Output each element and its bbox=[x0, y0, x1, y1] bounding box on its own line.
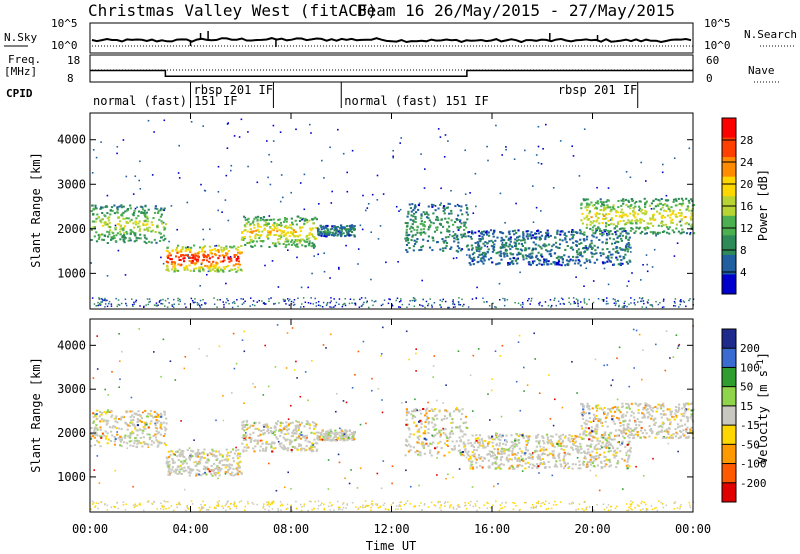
freq-trace bbox=[90, 69, 693, 78]
nsky-trace bbox=[91, 37, 692, 44]
y-tick-label: 1000 bbox=[57, 470, 86, 484]
colorbar-tick-label: 100 bbox=[740, 361, 760, 374]
nsearch-tick-bottom: 10^0 bbox=[704, 39, 731, 52]
colorbar-tick-label: 8 bbox=[740, 244, 747, 257]
y-tick-label: 2000 bbox=[57, 426, 86, 440]
figure-subtitle: Beam 16 26/May/2015 - 27/May/2015 bbox=[357, 1, 675, 20]
colorbar-segment bbox=[722, 444, 736, 465]
y-tick-label: 4000 bbox=[57, 133, 86, 147]
colorbar-segment bbox=[722, 348, 736, 368]
nsky-spikes bbox=[189, 31, 599, 47]
x-tick-label: 16:00 bbox=[474, 522, 510, 536]
power-y-ticks: 1000 2000 3000 4000 bbox=[57, 133, 693, 280]
colorbar-segment bbox=[722, 137, 736, 158]
nsearch-tick-top: 10^5 bbox=[704, 17, 731, 30]
colorbar-segment bbox=[722, 386, 736, 407]
power-colorbar-label: Power [dB] bbox=[756, 169, 770, 241]
x-axis-label: Time UT bbox=[366, 539, 417, 553]
cpid-mode-3: normal (fast) 151 IF bbox=[344, 94, 489, 108]
nsky-frame bbox=[89, 22, 694, 54]
x-tick-label: 08:00 bbox=[273, 522, 309, 536]
velocity-colorbar: 200 100 50 15 -15 -50 -100 -200 bbox=[721, 328, 767, 503]
freq-tick-top: 18 bbox=[67, 54, 80, 67]
y-tick-label: 3000 bbox=[57, 382, 86, 396]
x-tick-label: 12:00 bbox=[373, 522, 409, 536]
colorbar-tick-label: -15 bbox=[740, 419, 760, 432]
velocity-ylabel: Slant Range [km] bbox=[29, 357, 43, 473]
cpid-label: CPID bbox=[6, 87, 33, 100]
cpid-mode-2: rbsp 201 IF bbox=[194, 83, 273, 97]
x-axis-ticks: 00:00 04:00 08:00 12:00 16:00 20:00 00:00 bbox=[72, 113, 711, 536]
colorbar-segment bbox=[722, 405, 736, 426]
y-tick-label: 3000 bbox=[57, 177, 86, 191]
cpid-mode-1: normal (fast) 151 IF bbox=[93, 94, 238, 108]
x-tick-label: 20:00 bbox=[574, 522, 610, 536]
velocity-y-ticks: 1000 2000 3000 4000 bbox=[57, 338, 693, 484]
nsky-panel: N.Sky 10^5 10^0 10^5 10^0 N.Search bbox=[4, 17, 797, 54]
colorbar-frame bbox=[721, 328, 737, 503]
colorbar-segment bbox=[722, 367, 736, 388]
freq-label: Freq. bbox=[8, 53, 41, 66]
colorbar-segment bbox=[722, 215, 736, 236]
colorbar-tick-label: 28 bbox=[740, 134, 753, 147]
colorbar-tick-label: -100 bbox=[740, 458, 767, 471]
x-tick-label: 04:00 bbox=[172, 522, 208, 536]
y-tick-label: 2000 bbox=[57, 222, 86, 236]
colorbar-tick-label: 50 bbox=[740, 381, 753, 394]
colorbar-tick-label: 200 bbox=[740, 342, 760, 355]
colorbar-segment bbox=[722, 274, 736, 295]
nsearch-label: N.Search bbox=[744, 28, 797, 41]
y-tick-label: 1000 bbox=[57, 266, 86, 280]
freq-frame bbox=[89, 54, 694, 83]
colorbar-segment bbox=[722, 425, 736, 445]
colorbar-tick-label: 16 bbox=[740, 200, 753, 213]
colorbar-tick-label: -200 bbox=[740, 477, 767, 490]
x-tick-label: 00:00 bbox=[675, 522, 711, 536]
nave-label: Nave bbox=[748, 64, 775, 77]
colorbar-tick-label: 4 bbox=[740, 266, 747, 279]
velocity-colorbar-label: Velocity [m s-1] bbox=[756, 352, 770, 464]
freq-tick-bottom: 8 bbox=[67, 72, 74, 85]
nsky-tick-top: 10^5 bbox=[51, 17, 78, 30]
y-tick-label: 4000 bbox=[57, 338, 86, 352]
colorbar-segment bbox=[722, 254, 736, 275]
power-frame bbox=[89, 112, 694, 310]
cpid-boundaries bbox=[190, 82, 639, 108]
power-ylabel: Slant Range [km] bbox=[29, 152, 43, 268]
colorbar-segment bbox=[722, 235, 736, 256]
power-echoes bbox=[90, 118, 696, 309]
cpid-mode-4: rbsp 201 IF bbox=[558, 83, 637, 97]
nsky-tick-bottom: 10^0 bbox=[51, 39, 78, 52]
colorbar-segment bbox=[722, 176, 736, 197]
freq-panel: Freq. [MHz] 18 8 60 0 Nave bbox=[4, 53, 780, 85]
colorbar-segment bbox=[722, 157, 736, 178]
figure-title: Christmas Valley West (fitACF) bbox=[88, 1, 377, 20]
velocity-panel: 1000 2000 3000 4000 Slant Range [km] 200 100… bbox=[29, 318, 770, 513]
colorbar-tick-label: 24 bbox=[740, 156, 754, 169]
nave-tick-top: 60 bbox=[706, 54, 719, 67]
cpid-panel: CPID normal (fast) 151 IF rbsp 201 IF no… bbox=[6, 82, 639, 108]
colorbar-tick-label: 20 bbox=[740, 178, 753, 191]
nsky-label: N.Sky bbox=[4, 31, 37, 44]
colorbar-segment bbox=[722, 329, 736, 349]
colorbar-segment bbox=[722, 482, 736, 503]
velocity-echoes bbox=[90, 324, 695, 512]
power-panel: 1000 2000 3000 4000 Slant Range [km] 28 24 20… bbox=[29, 112, 770, 310]
colorbar-segment bbox=[722, 463, 736, 484]
colorbar-tick-label: 12 bbox=[740, 222, 753, 235]
x-tick-label: 00:00 bbox=[72, 522, 108, 536]
colorbar-tick-label: -50 bbox=[740, 438, 760, 451]
colorbar-tick-label: 15 bbox=[740, 400, 753, 413]
freq-unit: [MHz] bbox=[4, 65, 37, 78]
nave-tick-bottom: 0 bbox=[706, 72, 713, 85]
power-colorbar: 28 24 20 16 12 8 4 bbox=[721, 117, 754, 295]
colorbar-segment bbox=[722, 118, 736, 139]
